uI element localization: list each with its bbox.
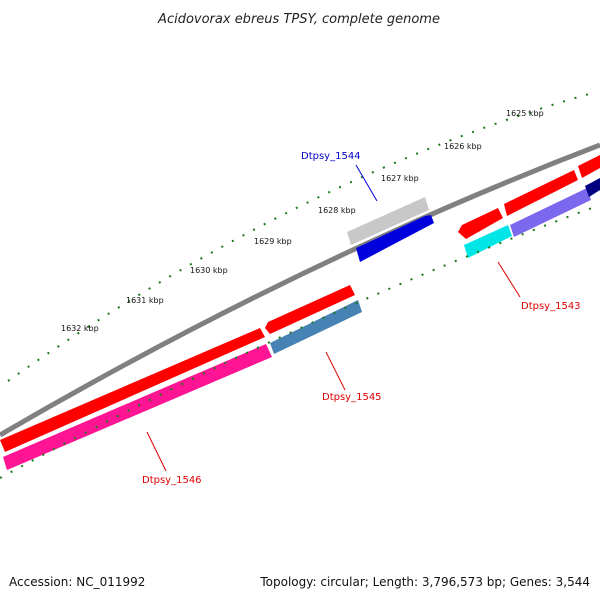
gene-forward-1545 bbox=[265, 285, 355, 334]
gene-forward-edge bbox=[578, 155, 600, 178]
tick-label-1626: 1626 kbp bbox=[444, 142, 482, 151]
tick-label-1631: 1631 kbp bbox=[126, 296, 164, 305]
gene-1545 bbox=[270, 300, 362, 354]
map-title: Acidovorax ebreus TPSY, complete genome bbox=[157, 12, 440, 27]
accession-text: Accession: NC_011992 bbox=[9, 575, 145, 589]
leader-1546 bbox=[146, 431, 167, 472]
gene-forward-1546 bbox=[0, 328, 265, 452]
gene-1544 bbox=[356, 215, 434, 262]
tick-label-1632: 1632 kbp bbox=[61, 324, 99, 333]
genome-summary-text: Topology: circular; Length: 3,796,573 bp… bbox=[259, 575, 590, 589]
genome-backbone bbox=[0, 142, 600, 438]
gene-1543 bbox=[464, 225, 512, 258]
gene-reverse-purple bbox=[510, 188, 591, 237]
leader-1543 bbox=[497, 261, 521, 298]
reverse-strand-genes bbox=[3, 178, 600, 470]
gene-label-1545: Dtpsy_1545 bbox=[322, 392, 382, 403]
gene-1544-shade bbox=[347, 197, 429, 245]
tick-label-1629: 1629 kbp bbox=[254, 237, 292, 246]
tick-label-1625: 1625 kbp bbox=[506, 109, 544, 118]
gene-label-1544: Dtpsy_1544 bbox=[301, 151, 361, 162]
forward-strand-genes bbox=[0, 155, 600, 452]
gene-label-1543: Dtpsy_1543 bbox=[521, 301, 581, 312]
gene-reverse-navy bbox=[585, 178, 600, 197]
tick-label-1628: 1628 kbp bbox=[318, 206, 356, 215]
tick-label-1630: 1630 kbp bbox=[190, 266, 228, 275]
gene-forward-1543a bbox=[458, 208, 503, 239]
gene-label-1546: Dtpsy_1546 bbox=[142, 475, 202, 486]
tick-label-1627: 1627 kbp bbox=[381, 174, 419, 183]
gene-forward-1543b bbox=[504, 170, 578, 216]
leader-1544 bbox=[355, 164, 378, 202]
gene-1546 bbox=[3, 344, 272, 470]
leader-1545 bbox=[325, 351, 346, 391]
